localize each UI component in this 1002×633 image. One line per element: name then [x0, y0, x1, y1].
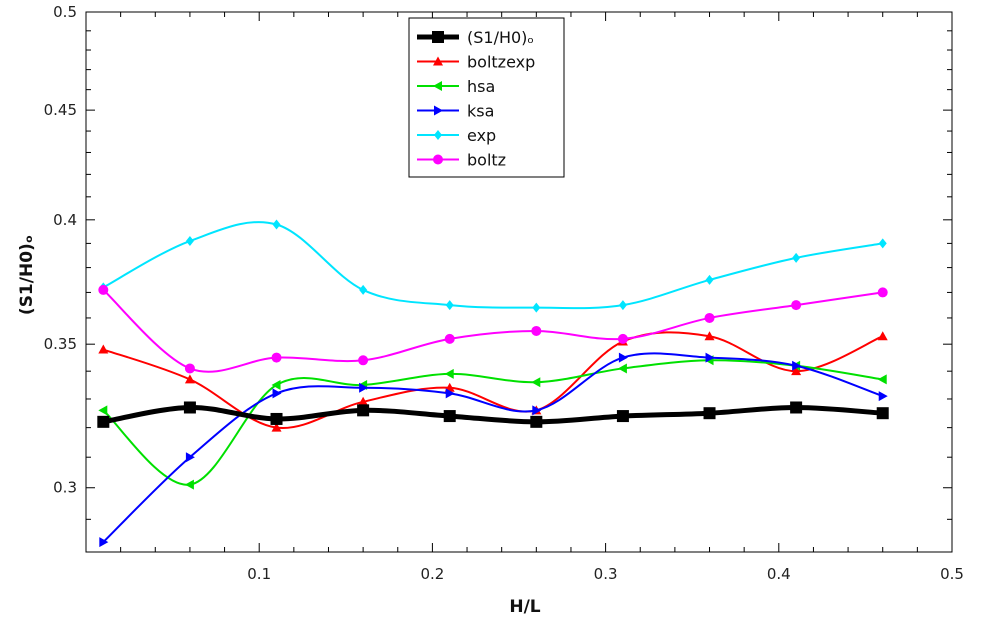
data-point: [705, 352, 715, 363]
data-point: [877, 287, 888, 298]
data-point: [618, 352, 628, 363]
legend-entry: boltzexp: [417, 53, 535, 72]
x-tick-label: 0.2: [420, 565, 444, 583]
x-tick-label: 0.4: [767, 565, 791, 583]
data-point: [532, 302, 541, 313]
legend-box: [408, 17, 565, 178]
data-point: [704, 312, 715, 323]
data-point: [98, 344, 109, 354]
data-point: [271, 422, 282, 432]
axis-ticks: 0.1 0.2 0.3 0.4 0.5 0.3 0.35 0.4 0.45 0.5: [44, 3, 964, 583]
series-layer: [97, 219, 889, 548]
legend-label: boltz: [467, 151, 506, 170]
legend-marker: [433, 81, 442, 91]
data-point: [532, 405, 542, 416]
data-point: [358, 396, 369, 406]
series-line: [102, 352, 884, 543]
series-4: [99, 352, 888, 548]
legend-label: boltzexp: [467, 53, 535, 72]
data-point: [185, 452, 195, 463]
y-tick-label: 0.5: [53, 3, 77, 21]
x-tick-label: 0.1: [247, 565, 271, 583]
data-point: [876, 407, 889, 420]
legend-entry: ksa: [417, 102, 494, 121]
data-point: [272, 219, 281, 230]
data-point: [878, 238, 887, 249]
x-axis-title: H/L: [509, 597, 540, 617]
data-point: [359, 382, 369, 393]
series-line: [102, 404, 883, 425]
data-point: [184, 374, 195, 384]
data-point: [790, 401, 803, 414]
y-tick-label: 0.35: [44, 335, 77, 353]
data-point: [617, 363, 627, 374]
legend-marker: [432, 31, 444, 43]
data-point: [878, 391, 888, 402]
series-line: [102, 289, 883, 373]
data-point: [791, 366, 802, 376]
y-axis-title: (S1/H0)ₒ: [17, 235, 37, 315]
y-tick-label: 0.45: [44, 101, 77, 119]
data-point: [98, 405, 108, 416]
legend-label: ksa: [467, 102, 494, 121]
data-point: [445, 300, 454, 311]
legend-marker: [434, 105, 443, 116]
data-point: [445, 388, 455, 399]
data-point: [183, 401, 196, 414]
data-point: [272, 388, 282, 399]
data-point: [877, 374, 887, 385]
legend-marker: [433, 56, 443, 66]
series-3: [98, 355, 887, 490]
data-point: [530, 415, 543, 428]
legend-label: hsa: [467, 77, 495, 96]
data-point: [271, 352, 282, 363]
legend-entry: exp: [417, 126, 496, 145]
legend-label: (S1/H0)ₒ: [467, 28, 534, 47]
data-point: [531, 325, 542, 336]
legend-label: exp: [467, 126, 496, 145]
series-line: [102, 331, 884, 430]
data-point: [184, 479, 194, 490]
series-1: [97, 401, 889, 428]
data-point: [618, 300, 627, 311]
y-tick-label: 0.3: [53, 479, 77, 497]
series-6: [98, 284, 888, 374]
data-point: [616, 410, 629, 423]
data-point: [791, 300, 802, 311]
legend-marker: [433, 154, 443, 165]
data-point: [98, 284, 109, 295]
legend: (S1/H0)ₒ boltzexp hsa ksa exp boltz: [408, 17, 565, 178]
series-line: [102, 359, 883, 486]
data-point: [357, 404, 370, 417]
data-point: [444, 368, 454, 379]
series-line: [102, 221, 883, 310]
legend-marker: [434, 130, 442, 140]
data-point: [531, 377, 541, 388]
x-tick-label: 0.3: [594, 565, 618, 583]
data-point: [704, 331, 715, 341]
data-point: [792, 252, 801, 263]
data-point: [705, 274, 714, 285]
data-point: [703, 407, 716, 420]
legend-entry: hsa: [417, 77, 495, 96]
data-point: [99, 537, 109, 548]
data-point: [271, 379, 281, 390]
data-point: [617, 333, 628, 344]
legend-entry: boltz: [417, 151, 506, 170]
data-point: [270, 412, 283, 425]
data-point: [359, 284, 368, 295]
data-point: [792, 360, 802, 371]
x-tick-label: 0.5: [940, 565, 964, 583]
data-point: [444, 333, 455, 344]
y-tick-label: 0.4: [53, 211, 77, 229]
data-point: [358, 355, 369, 366]
data-point: [877, 331, 888, 341]
data-point: [443, 410, 456, 423]
data-point: [97, 415, 110, 428]
data-point: [185, 236, 194, 247]
data-point: [184, 363, 195, 374]
legend-entry: (S1/H0)ₒ: [417, 28, 534, 47]
